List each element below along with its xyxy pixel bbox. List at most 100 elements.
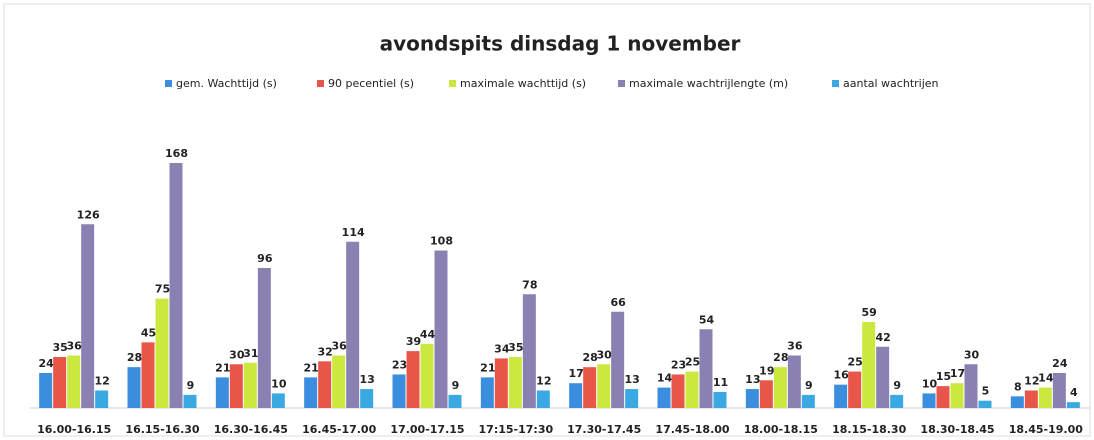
x-tick-label: 16.45-17.00 (302, 423, 376, 436)
bar (81, 224, 95, 408)
data-label: 34 (494, 342, 510, 355)
data-label: 24 (1052, 357, 1068, 370)
legend-label: 90 pecentiel (s) (328, 77, 414, 90)
data-label: 78 (522, 278, 537, 291)
data-label: 14 (657, 372, 673, 385)
data-label: 32 (318, 345, 333, 358)
data-label: 13 (625, 373, 640, 386)
bar (978, 400, 992, 408)
legend-label: maximale wachttijd (s) (460, 77, 586, 90)
data-label: 13 (360, 373, 375, 386)
bar (420, 343, 434, 408)
data-label: 66 (611, 296, 627, 309)
data-label: 126 (77, 208, 100, 221)
bar (699, 329, 713, 408)
bar (1066, 402, 1080, 408)
bar (611, 311, 625, 408)
bar (522, 294, 536, 408)
data-label: 54 (699, 313, 715, 326)
data-label: 36 (67, 340, 83, 353)
data-label: 108 (430, 235, 453, 248)
data-label: 10 (922, 377, 938, 390)
data-label: 25 (685, 356, 700, 369)
bar (406, 351, 420, 408)
x-tick-label: 17:15-17:30 (479, 423, 554, 436)
bar (271, 393, 285, 408)
data-label: 14 (1038, 372, 1054, 385)
data-label: 17 (950, 367, 965, 380)
bar (597, 364, 611, 408)
x-tick-label: 18.00-18.15 (744, 423, 818, 436)
data-label: 9 (452, 379, 460, 392)
bar (862, 321, 876, 408)
legend-swatch (317, 80, 324, 87)
legend-swatch (449, 80, 456, 87)
bar (304, 377, 318, 408)
bar (890, 394, 904, 408)
data-label: 12 (1024, 375, 1039, 388)
data-label: 44 (420, 328, 436, 341)
data-label: 168 (165, 147, 188, 160)
data-label: 31 (243, 347, 258, 360)
data-label: 4 (1070, 386, 1078, 399)
data-label: 25 (848, 356, 863, 369)
bar (434, 250, 448, 408)
data-label: 15 (936, 370, 951, 383)
bar (773, 367, 787, 408)
legend-swatch (832, 80, 839, 87)
bar (169, 163, 183, 408)
data-label: 17 (569, 367, 584, 380)
x-tick-label: 18.15-18.30 (832, 423, 906, 436)
bar (1024, 390, 1038, 408)
bar (745, 389, 759, 408)
bar (848, 371, 862, 408)
data-label: 39 (406, 335, 421, 348)
data-label: 114 (342, 226, 365, 239)
bar (480, 377, 494, 408)
bar (787, 355, 801, 408)
x-tick-label: 17.45-18.00 (655, 423, 729, 436)
data-label: 42 (876, 331, 891, 344)
bar (95, 390, 109, 408)
x-tick-label: 17.30-17.45 (567, 423, 641, 436)
data-label: 9 (805, 379, 813, 392)
bar (183, 394, 197, 408)
data-label: 12 (536, 375, 551, 388)
bar (936, 386, 950, 408)
bar (127, 367, 141, 408)
bar (834, 384, 848, 408)
x-tick-label: 16.00-16.15 (37, 423, 111, 436)
x-tick-label: 18.45-19.00 (1009, 423, 1083, 436)
x-tick-label: 16.15-16.30 (125, 423, 199, 436)
data-label: 45 (141, 326, 156, 339)
bar (448, 394, 462, 408)
chart-title: avondspits dinsdag 1 november (380, 32, 741, 56)
bar (360, 389, 374, 408)
x-tick-label: 16.30-16.45 (214, 423, 288, 436)
data-label: 21 (215, 361, 230, 374)
bar (657, 387, 671, 408)
data-label: 5 (982, 385, 990, 398)
data-label: 28 (127, 351, 142, 364)
data-label: 30 (229, 348, 245, 361)
data-label: 21 (480, 361, 495, 374)
data-label: 36 (787, 340, 803, 353)
data-label: 24 (39, 357, 55, 370)
bar (39, 373, 53, 408)
bar (257, 268, 271, 408)
data-label: 30 (597, 348, 613, 361)
bar (392, 374, 406, 408)
data-label: 8 (1014, 380, 1022, 393)
bar (1052, 373, 1066, 408)
bar (583, 367, 597, 408)
bar (876, 346, 890, 408)
bar (950, 383, 964, 408)
x-tick-label: 18.30-18.45 (920, 423, 994, 436)
data-label: 11 (713, 376, 728, 389)
legend-swatch (165, 80, 172, 87)
bar (346, 241, 360, 408)
data-label: 19 (759, 364, 774, 377)
bar (1038, 387, 1052, 408)
data-label: 23 (671, 358, 686, 371)
